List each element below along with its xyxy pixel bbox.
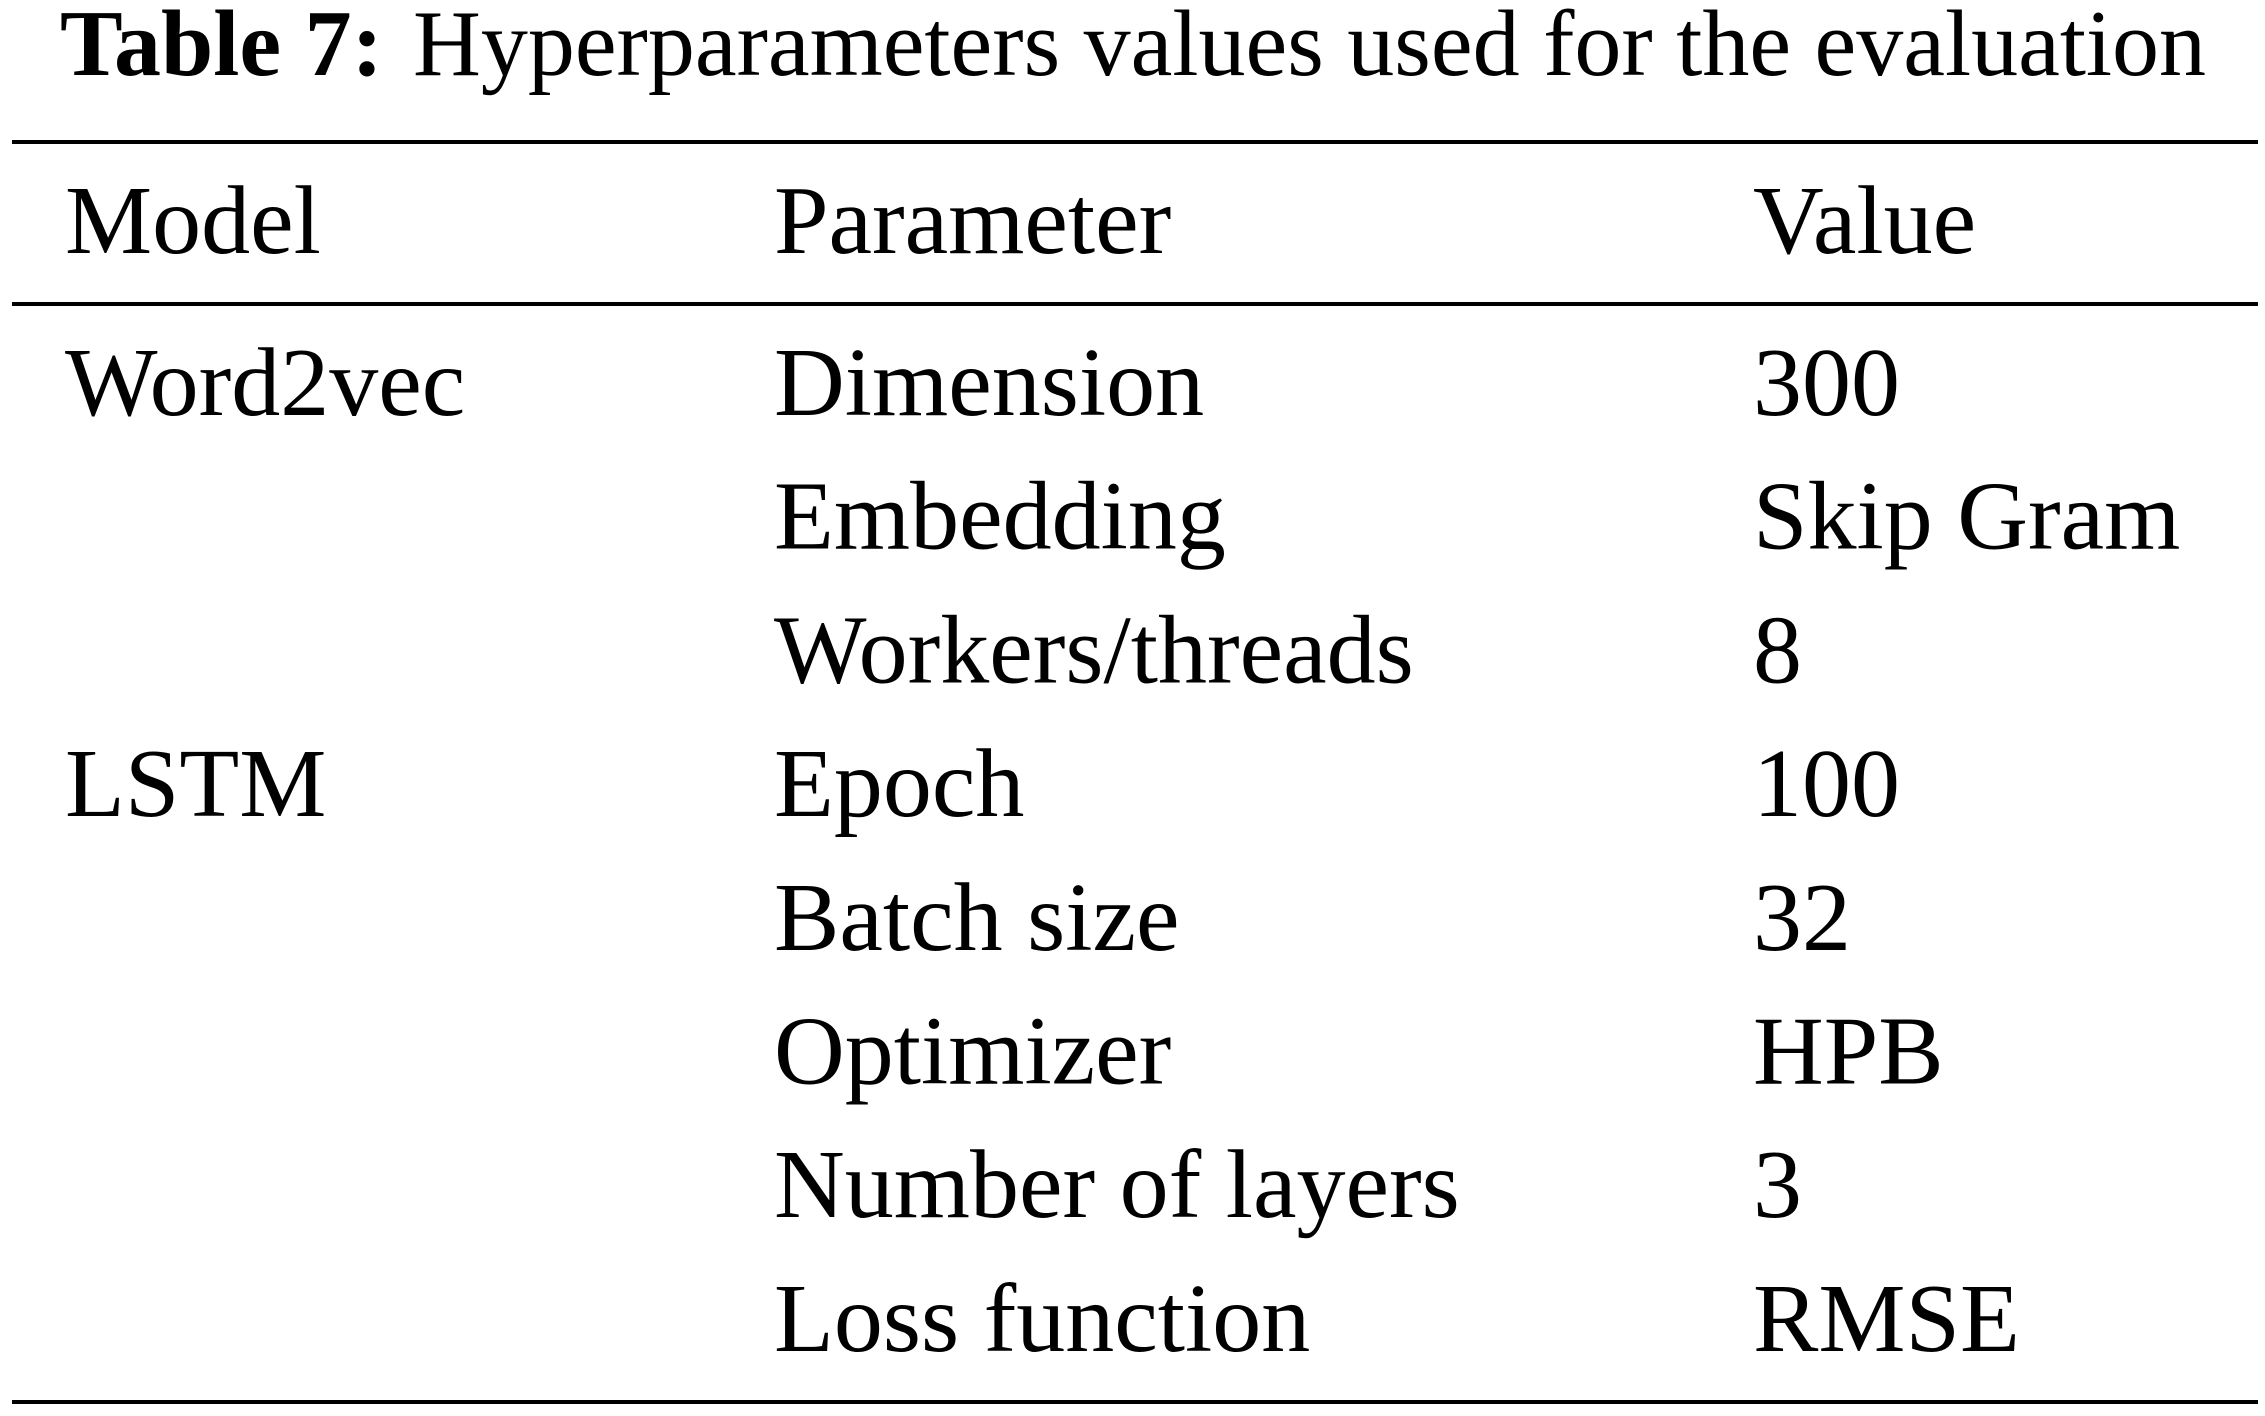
value-cell: 100	[1753, 730, 1900, 838]
header-cell: Value	[1753, 167, 1976, 275]
value-cell: 300	[1753, 329, 1900, 437]
caption: Table 7: Hyperparameters values used for …	[60, 0, 2206, 96]
header-cell: Model	[65, 167, 321, 275]
parameter-cell: Loss function	[774, 1265, 1310, 1373]
value-cell: RMSE	[1753, 1265, 2020, 1373]
parameter-cell: Embedding	[774, 463, 1226, 571]
parameter-cell: Dimension	[774, 329, 1204, 437]
caption-label: Table 7:	[60, 0, 383, 96]
value-cell: Skip Gram	[1753, 463, 2180, 571]
value-cell: 8	[1753, 596, 1802, 704]
caption-text: Hyperparameters values used for the eval…	[413, 0, 2206, 96]
parameter-cell: Workers/threads	[774, 596, 1414, 704]
parameter-cell: Batch size	[774, 864, 1179, 972]
parameter-cell: Epoch	[774, 730, 1024, 838]
model-cell: LSTM	[65, 730, 326, 838]
value-cell: 32	[1753, 864, 1851, 972]
value-cell: 3	[1753, 1131, 1802, 1239]
value-cell: HPB	[1753, 998, 1944, 1106]
parameter-cell: Optimizer	[774, 998, 1171, 1106]
parameter-cell: Number of layers	[774, 1131, 1460, 1239]
model-cell: Word2vec	[65, 329, 465, 437]
header-cell: Parameter	[774, 167, 1171, 275]
